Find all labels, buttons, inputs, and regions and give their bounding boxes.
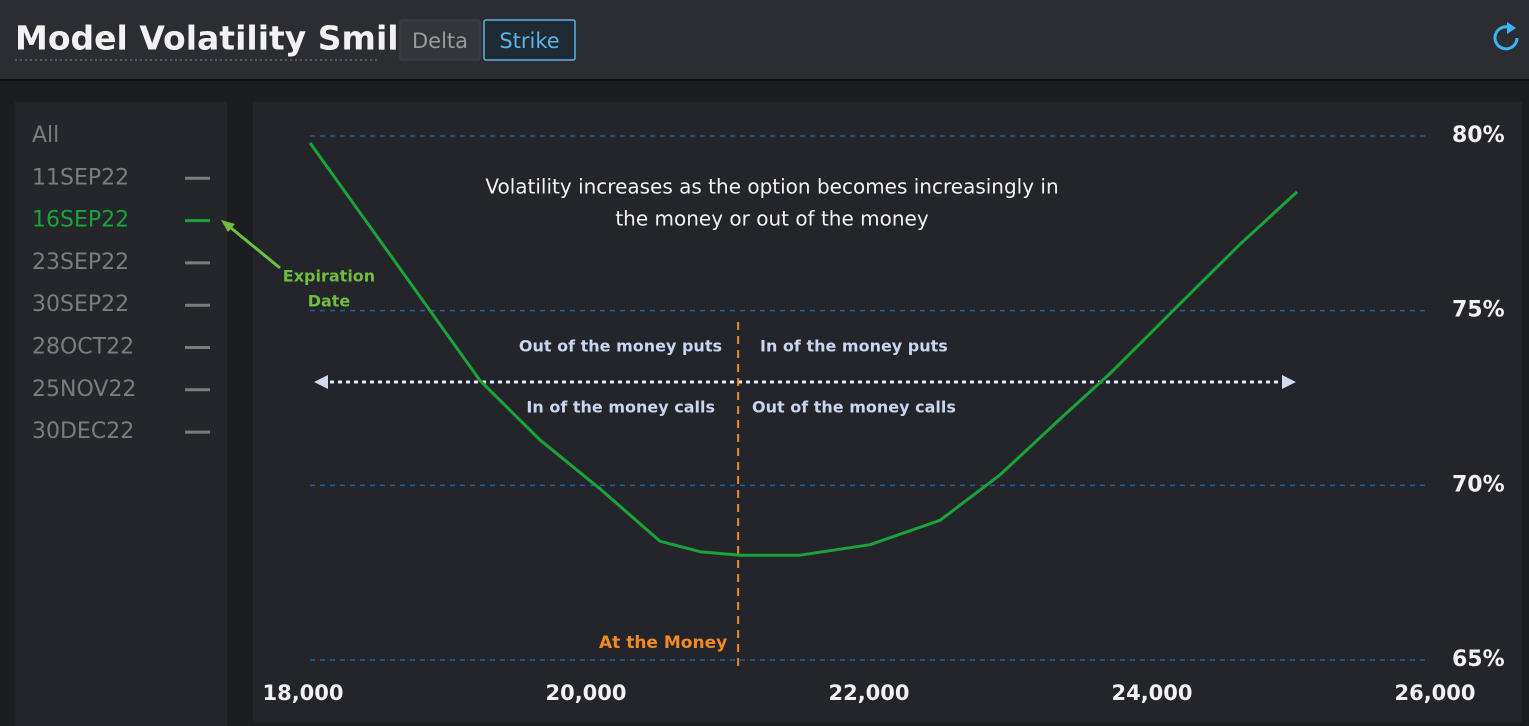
x-tick-label: 26,000 — [1394, 681, 1475, 705]
expiry-item[interactable]: 23SEP22 — [32, 250, 210, 275]
expiry-item[interactable]: 30SEP22 — [32, 292, 210, 317]
x-tick-label: 22,000 — [828, 681, 909, 705]
arrowhead-right — [1282, 375, 1296, 389]
region-label: Out of the money calls — [752, 398, 956, 417]
callout-arrowhead — [221, 220, 235, 232]
tab-label: Delta — [412, 29, 468, 53]
region-label: In of the money puts — [760, 337, 948, 356]
x-tick-label: 24,000 — [1111, 681, 1192, 705]
expiry-item[interactable]: 25NOV22 — [32, 377, 210, 402]
expiry-label: All — [32, 123, 59, 148]
callout-text: Date — [308, 292, 351, 311]
smile-line — [308, 142, 1299, 557]
refresh-arrowhead — [1507, 22, 1516, 34]
refresh-icon[interactable] — [1493, 22, 1519, 51]
expiry-item[interactable]: 11SEP22 — [32, 165, 210, 190]
header-bar — [0, 0, 1529, 80]
y-tick-label: 65% — [1452, 647, 1505, 672]
atm-label: At the Money — [599, 633, 727, 653]
tab-box — [399, 19, 481, 61]
callout-text: Expiration — [283, 267, 375, 286]
expiry-label: 11SEP22 — [32, 165, 129, 190]
arrowhead-left — [314, 375, 328, 389]
expiry-label: 30SEP22 — [32, 292, 129, 317]
refresh-arc — [1493, 25, 1519, 51]
y-tick-label: 70% — [1452, 472, 1505, 497]
expiry-item[interactable]: 30DEC22 — [32, 419, 210, 444]
expiry-item[interactable]: 28OCT22 — [32, 335, 210, 360]
tab-label: Strike — [499, 29, 559, 53]
region-label: In of the money calls — [526, 398, 715, 417]
expiry-item[interactable]: 16SEP22 — [32, 208, 210, 233]
x-tick-label: 18,000 — [262, 681, 343, 705]
tab[interactable]: Delta — [399, 19, 481, 61]
expiry-label: 25NOV22 — [32, 377, 136, 402]
y-tick-label: 75% — [1452, 298, 1505, 323]
x-tick-label: 20,000 — [545, 681, 626, 705]
expiry-item[interactable]: All — [32, 123, 59, 148]
expiry-label: 28OCT22 — [32, 335, 134, 360]
region-label: Out of the money puts — [519, 337, 722, 356]
title: Model Volatility Smile — [15, 19, 421, 58]
chart-panel — [253, 102, 1522, 722]
expiry-label: 16SEP22 — [32, 208, 129, 233]
annotation: Volatility increases as the option becom… — [485, 175, 1058, 199]
expiry-label: 23SEP22 — [32, 250, 129, 275]
tab[interactable]: Strike — [483, 19, 576, 61]
annotation: the money or out of the money — [615, 207, 929, 231]
y-tick-label: 80% — [1452, 123, 1505, 148]
callout-arrow — [224, 221, 281, 270]
tab-box — [483, 19, 576, 61]
expiry-label: 30DEC22 — [32, 419, 134, 444]
sidebar-panel — [15, 102, 227, 726]
